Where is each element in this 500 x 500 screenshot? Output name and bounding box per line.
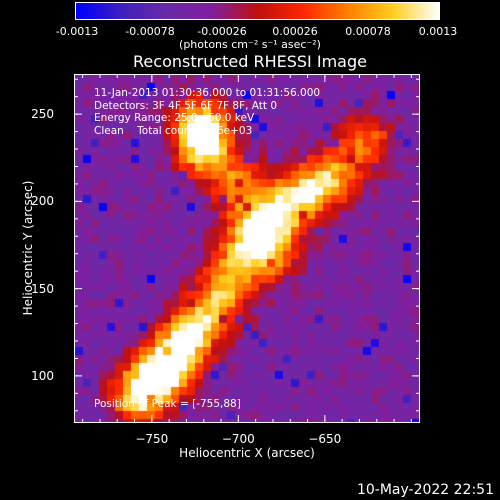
info-time-range: 11-Jan-2013 01:30:36.000 to 01:31:56.000 <box>94 87 321 99</box>
x-tick-label: −700 <box>221 432 255 446</box>
y-tick-label: 200 <box>31 194 54 209</box>
colorbar-tick-label: 0.0013 <box>418 25 458 38</box>
y-axis-label: Heliocentric Y (arcsec) <box>21 180 35 316</box>
colorbar-tick-label: 0.00078 <box>345 25 391 38</box>
colorbar <box>75 2 440 20</box>
y-tick-label: 100 <box>31 368 54 383</box>
colorbar-unit-label: (photons cm⁻² s⁻¹ asec⁻²) <box>179 38 321 51</box>
peak-position-label: Position of Peak = [-755,88] <box>94 398 241 410</box>
colorbar-tick-label: 0.00026 <box>272 25 318 38</box>
colorbar-tick-label: -0.0013 <box>55 25 99 38</box>
render-date: 10-May-2022 22:51 <box>356 482 494 498</box>
x-tick-label: −750 <box>135 432 169 446</box>
info-detectors: Detectors: 3F 4F 5F 6F 7F 8F, Att 0 <box>94 99 278 112</box>
colorbar-tick-label: -0.00078 <box>125 25 175 38</box>
colorbar-tick-label: -0.00026 <box>197 25 247 38</box>
x-axis-label: Heliocentric X (arcsec) <box>179 446 315 460</box>
chart-title: Reconstructed RHESSI Image <box>133 52 367 71</box>
plot-area <box>74 74 420 423</box>
y-tick-label: 250 <box>31 107 54 122</box>
observation-info: 11-Jan-2013 01:30:36.000 to 01:31:56.000… <box>94 87 320 137</box>
x-tick-label: −650 <box>308 432 342 446</box>
heatmap-image <box>75 75 419 422</box>
info-energy-range: Energy Range: 25.0 - 50.0 keV <box>94 112 255 124</box>
info-clean-counts: Clean Total counts: 3.6e+03 <box>94 124 253 137</box>
y-tick-label: 150 <box>31 281 54 296</box>
